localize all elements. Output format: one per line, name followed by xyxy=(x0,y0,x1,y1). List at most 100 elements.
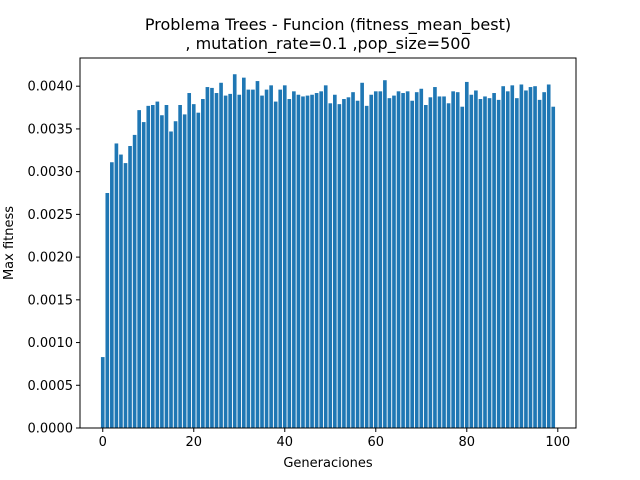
bar-gen-61 xyxy=(378,91,383,428)
bar-gen-34 xyxy=(255,81,260,428)
bar-gen-23 xyxy=(205,87,210,429)
bar-gen-50 xyxy=(328,103,333,428)
bar-gen-44 xyxy=(301,96,305,428)
x-tick-label: 100 xyxy=(545,435,570,450)
bar-gen-87 xyxy=(496,99,501,429)
bar-gen-5 xyxy=(123,163,128,428)
bar-gen-73 xyxy=(433,87,437,429)
y-tick-label: 0.0030 xyxy=(28,165,74,180)
bar-gen-27 xyxy=(223,95,228,428)
bar-gen-54 xyxy=(346,97,351,428)
x-tick-label: 60 xyxy=(368,435,385,450)
chart-title-line-2: , mutation_rate=0.1 ,pop_size=500 xyxy=(185,34,470,54)
bar-gen-92 xyxy=(519,84,524,429)
bar-gen-81 xyxy=(469,94,474,429)
chart-title-line-1: Problema Trees - Funcion (fitness_mean_b… xyxy=(145,15,511,35)
bar-gen-16 xyxy=(173,121,178,428)
y-axis-ticks: 0.0000 0.0005 0.0010 0.0015 0.0020 0.0025 0.00… xyxy=(28,80,80,437)
bar-gen-22 xyxy=(201,99,205,429)
bar-gen-66 xyxy=(401,93,405,428)
bar-gen-40 xyxy=(282,85,287,428)
bar-gen-48 xyxy=(319,91,323,428)
bar-gen-53 xyxy=(342,99,346,429)
bar-gen-45 xyxy=(305,95,310,428)
bar-gen-57 xyxy=(360,82,364,428)
bar-gen-42 xyxy=(292,91,296,428)
bar-gen-80 xyxy=(464,81,469,429)
bar-gen-56 xyxy=(355,100,360,428)
bar-gen-98 xyxy=(546,84,551,429)
bar-gen-37 xyxy=(269,85,273,428)
bar-gen-94 xyxy=(528,87,533,429)
bar-gen-89 xyxy=(505,91,510,428)
bar-gen-14 xyxy=(164,105,169,428)
bar-gen-95 xyxy=(533,86,537,428)
bar-gen-96 xyxy=(537,99,542,429)
bar-gen-32 xyxy=(246,89,251,429)
bar-gen-19 xyxy=(187,93,192,428)
y-tick-label: 0.0010 xyxy=(28,336,74,351)
y-tick-label: 0.0000 xyxy=(28,422,74,437)
bar-gen-71 xyxy=(424,105,428,428)
bar-gen-69 xyxy=(414,92,419,429)
bar-gen-20 xyxy=(191,104,196,428)
bar-series xyxy=(100,74,556,429)
bar-gen-65 xyxy=(396,91,401,428)
bar-gen-58 xyxy=(364,105,369,428)
bar-gen-3 xyxy=(114,143,119,428)
bar-gen-88 xyxy=(501,86,506,428)
bar-gen-47 xyxy=(314,93,319,428)
y-tick-label: 0.0015 xyxy=(28,293,74,308)
bar-gen-68 xyxy=(410,100,414,428)
bar-gen-91 xyxy=(515,98,519,428)
bar-gen-29 xyxy=(232,74,237,429)
bar-gen-31 xyxy=(242,77,246,429)
bar-gen-49 xyxy=(323,85,328,428)
bar-gen-84 xyxy=(483,96,487,428)
bar-gen-36 xyxy=(264,89,269,429)
bar-gen-51 xyxy=(333,94,337,429)
bar-gen-74 xyxy=(437,96,442,428)
bar-gen-59 xyxy=(369,94,374,429)
bar-gen-9 xyxy=(141,122,146,428)
bar-gen-76 xyxy=(446,103,451,428)
bar-gen-38 xyxy=(273,101,278,428)
bar-gen-79 xyxy=(460,106,465,429)
bar-gen-33 xyxy=(251,89,255,429)
bar-gen-0 xyxy=(100,357,105,428)
bar-gen-99 xyxy=(551,106,556,429)
bar-gen-24 xyxy=(210,87,214,428)
x-tick-label: 0 xyxy=(99,435,107,450)
bar-gen-83 xyxy=(478,99,483,429)
x-axis-ticks: 0 20 40 60 80 100 xyxy=(99,428,570,450)
bar-gen-63 xyxy=(387,98,392,428)
bar-gen-90 xyxy=(510,85,515,428)
bar-gen-72 xyxy=(428,97,433,428)
bar-gen-67 xyxy=(405,91,410,428)
plot-frame xyxy=(79,57,577,429)
bar-gen-2 xyxy=(110,162,114,428)
bar-gen-6 xyxy=(128,146,132,428)
bar-gen-21 xyxy=(196,112,201,428)
bar-gen-43 xyxy=(296,94,301,429)
bar-gen-64 xyxy=(392,95,396,428)
x-axis-label: Generaciones xyxy=(283,456,373,471)
bar-gen-86 xyxy=(492,93,496,428)
x-tick-label: 40 xyxy=(276,435,293,450)
bar-gen-39 xyxy=(278,89,283,429)
y-tick-label: 0.0025 xyxy=(28,208,74,223)
y-tick-label: 0.0005 xyxy=(28,379,74,394)
bar-gen-60 xyxy=(373,91,378,428)
bar-gen-85 xyxy=(487,98,492,428)
bar-gen-82 xyxy=(474,90,478,428)
bar-gen-30 xyxy=(237,94,242,429)
bar-gen-7 xyxy=(132,134,137,428)
bar-gen-10 xyxy=(146,105,151,428)
bar-gen-25 xyxy=(214,93,219,428)
x-tick-label: 20 xyxy=(185,435,202,450)
bar-gen-75 xyxy=(442,96,446,428)
bar-gen-46 xyxy=(310,94,314,429)
bar-gen-78 xyxy=(455,92,460,429)
bar-gen-12 xyxy=(155,101,160,428)
